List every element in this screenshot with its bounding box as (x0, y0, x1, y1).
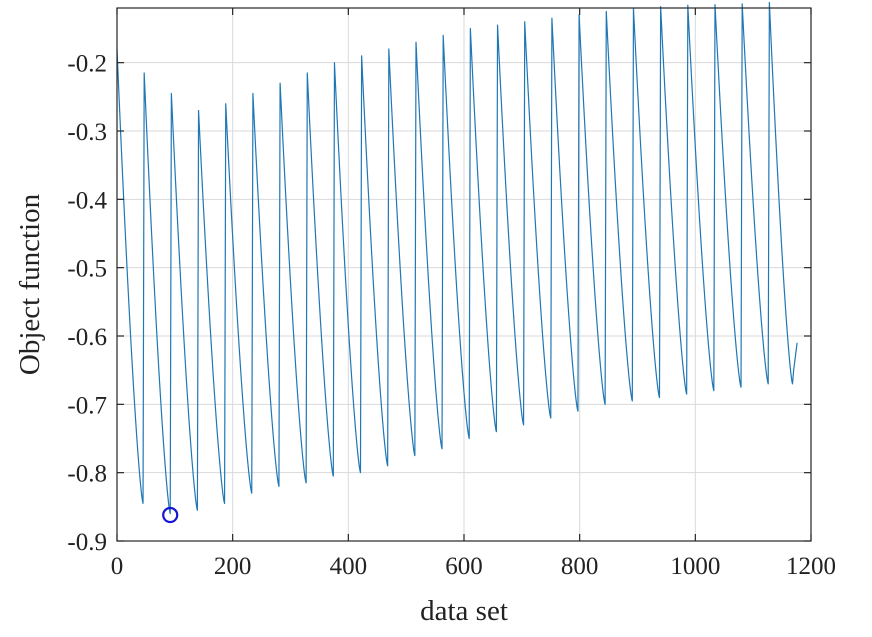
y-tick-label: -0.4 (67, 187, 107, 214)
y-tick-label: -0.6 (67, 324, 107, 351)
y-axis-title: Object function (14, 193, 46, 375)
ticks: 0 200 400 600 800 1000 1200 -0.9 -0.8 -0.7 -0.6 -0.… (67, 8, 836, 580)
x-tick-label: 200 (214, 553, 252, 580)
x-tick-label: 600 (445, 553, 483, 580)
series-line (116, 1, 798, 515)
x-axis-title: data set (420, 595, 508, 627)
x-tick-label: 800 (561, 553, 599, 580)
y-tick-label: -0.7 (67, 392, 107, 419)
grid (116, 8, 812, 542)
y-tick-label: -0.8 (67, 461, 107, 488)
x-tick-label: 1000 (670, 553, 720, 580)
x-tick-label: 0 (111, 553, 124, 580)
y-tick-label: -0.9 (67, 529, 107, 556)
marker-layer (162, 506, 179, 524)
x-tick-label: 400 (330, 553, 368, 580)
x-tick-label: 1200 (786, 553, 836, 580)
y-tick-label: -0.5 (67, 256, 107, 283)
y-tick-label: -0.2 (67, 51, 107, 78)
minimum-marker (162, 506, 179, 524)
y-tick-label: -0.3 (67, 119, 107, 146)
series-layer (116, 1, 798, 515)
